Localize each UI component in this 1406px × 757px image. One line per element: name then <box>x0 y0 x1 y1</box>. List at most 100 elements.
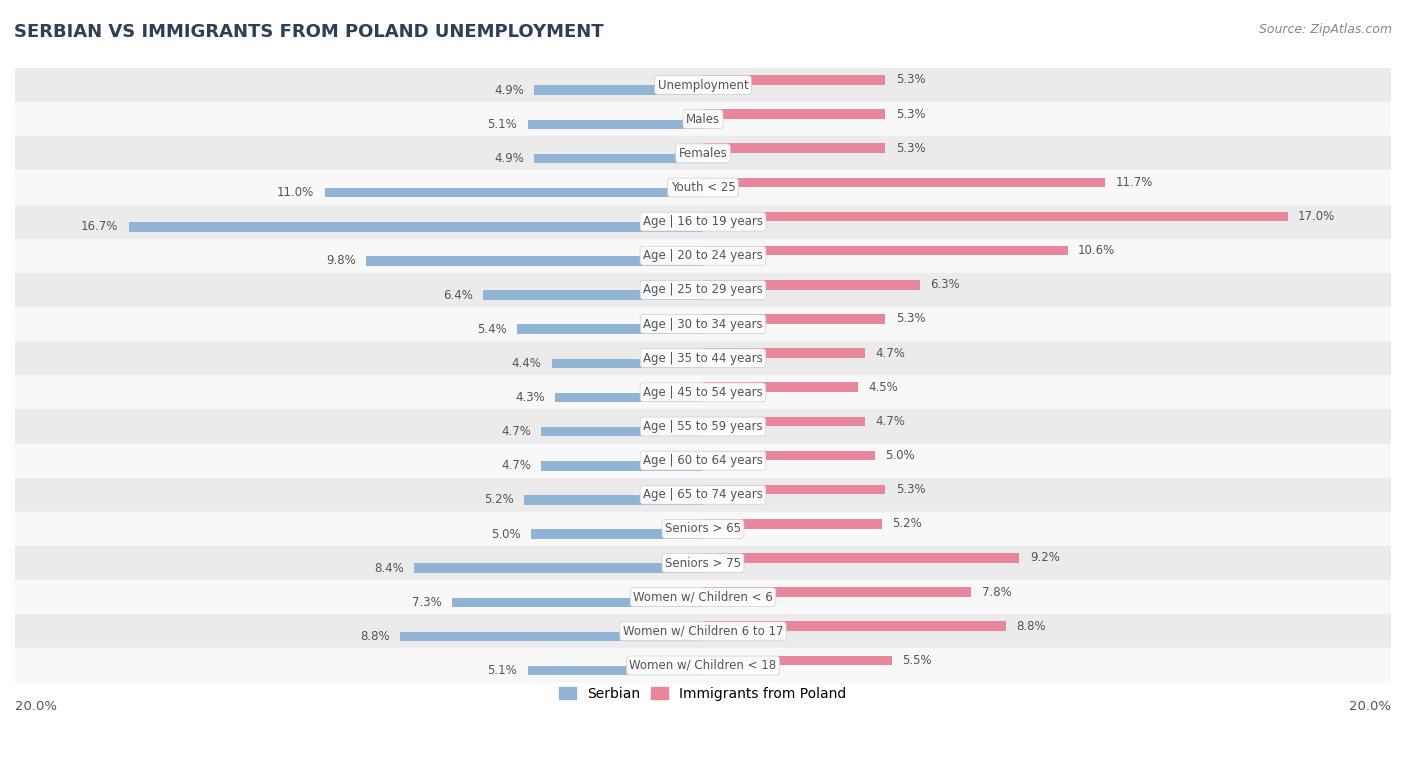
Bar <box>703 621 1005 631</box>
Bar <box>15 478 1391 512</box>
Text: Age | 25 to 29 years: Age | 25 to 29 years <box>643 283 763 297</box>
Text: 8.4%: 8.4% <box>374 562 404 575</box>
Text: Seniors > 75: Seniors > 75 <box>665 556 741 569</box>
Bar <box>15 444 1391 478</box>
Text: Age | 35 to 44 years: Age | 35 to 44 years <box>643 352 763 365</box>
Bar <box>703 109 886 119</box>
Bar <box>128 222 703 232</box>
Text: 7.3%: 7.3% <box>412 596 441 609</box>
Text: 6.4%: 6.4% <box>443 288 472 301</box>
Bar <box>703 314 886 324</box>
Bar <box>703 246 1067 255</box>
Text: Age | 16 to 19 years: Age | 16 to 19 years <box>643 215 763 228</box>
Bar <box>15 307 1391 341</box>
Bar <box>703 553 1019 562</box>
Bar <box>451 597 703 607</box>
Bar <box>15 238 1391 273</box>
Bar <box>15 649 1391 683</box>
Bar <box>15 136 1391 170</box>
Text: 5.1%: 5.1% <box>488 664 517 677</box>
Text: SERBIAN VS IMMIGRANTS FROM POLAND UNEMPLOYMENT: SERBIAN VS IMMIGRANTS FROM POLAND UNEMPL… <box>14 23 603 41</box>
Text: 4.7%: 4.7% <box>501 425 531 438</box>
Bar <box>15 102 1391 136</box>
Bar <box>534 86 703 95</box>
Text: 5.4%: 5.4% <box>477 322 508 335</box>
Bar <box>15 341 1391 375</box>
Text: Age | 30 to 34 years: Age | 30 to 34 years <box>643 317 763 331</box>
Bar <box>325 188 703 198</box>
Text: 5.3%: 5.3% <box>896 313 925 326</box>
Text: 4.4%: 4.4% <box>512 357 541 370</box>
Text: Youth < 25: Youth < 25 <box>671 181 735 194</box>
Text: 8.8%: 8.8% <box>1017 620 1046 633</box>
Text: 11.7%: 11.7% <box>1116 176 1153 188</box>
Bar <box>366 256 703 266</box>
Bar <box>541 427 703 436</box>
Text: Source: ZipAtlas.com: Source: ZipAtlas.com <box>1258 23 1392 36</box>
Bar <box>551 359 703 368</box>
Text: 4.9%: 4.9% <box>495 152 524 165</box>
Text: Age | 60 to 64 years: Age | 60 to 64 years <box>643 454 763 467</box>
Text: Unemployment: Unemployment <box>658 79 748 92</box>
Bar <box>15 410 1391 444</box>
Bar <box>527 666 703 675</box>
Text: 4.7%: 4.7% <box>875 415 905 428</box>
Bar <box>15 204 1391 238</box>
Text: 20.0%: 20.0% <box>1348 700 1391 713</box>
Text: Females: Females <box>679 147 727 160</box>
Text: Males: Males <box>686 113 720 126</box>
Text: Age | 20 to 24 years: Age | 20 to 24 years <box>643 249 763 262</box>
Text: Women w/ Children < 18: Women w/ Children < 18 <box>630 659 776 672</box>
Text: 4.9%: 4.9% <box>495 84 524 97</box>
Text: 8.8%: 8.8% <box>360 630 389 643</box>
Bar <box>703 143 886 153</box>
Text: 9.8%: 9.8% <box>326 254 356 267</box>
Bar <box>703 75 886 85</box>
Text: Women w/ Children < 6: Women w/ Children < 6 <box>633 590 773 603</box>
Text: 5.0%: 5.0% <box>886 449 915 462</box>
Bar <box>15 68 1391 102</box>
Bar <box>703 519 882 528</box>
Text: 9.2%: 9.2% <box>1029 551 1060 565</box>
Text: 17.0%: 17.0% <box>1298 210 1336 223</box>
Text: 5.3%: 5.3% <box>896 142 925 154</box>
Bar <box>15 580 1391 614</box>
Bar <box>703 485 886 494</box>
Bar <box>703 450 875 460</box>
Text: Age | 65 to 74 years: Age | 65 to 74 years <box>643 488 763 501</box>
Bar <box>413 563 703 573</box>
Text: Seniors > 65: Seniors > 65 <box>665 522 741 535</box>
Text: 20.0%: 20.0% <box>15 700 58 713</box>
Text: 4.3%: 4.3% <box>515 391 544 404</box>
Text: 4.5%: 4.5% <box>868 381 898 394</box>
Text: 6.3%: 6.3% <box>929 279 960 291</box>
Bar <box>15 273 1391 307</box>
Bar <box>703 348 865 358</box>
Bar <box>534 154 703 164</box>
Text: 5.2%: 5.2% <box>484 494 513 506</box>
Bar <box>15 614 1391 649</box>
Text: 5.1%: 5.1% <box>488 118 517 131</box>
Text: 11.0%: 11.0% <box>277 186 315 199</box>
Text: 5.3%: 5.3% <box>896 483 925 496</box>
Text: 5.5%: 5.5% <box>903 654 932 667</box>
Bar <box>482 290 703 300</box>
Bar <box>15 375 1391 410</box>
Bar <box>524 495 703 505</box>
Bar <box>401 631 703 641</box>
Text: 5.3%: 5.3% <box>896 73 925 86</box>
Legend: Serbian, Immigrants from Poland: Serbian, Immigrants from Poland <box>554 681 852 706</box>
Bar <box>703 656 893 665</box>
Bar <box>703 382 858 392</box>
Bar <box>541 461 703 471</box>
Text: 10.6%: 10.6% <box>1078 245 1115 257</box>
Bar <box>703 212 1288 221</box>
Text: 5.0%: 5.0% <box>491 528 520 540</box>
Bar <box>531 529 703 539</box>
Bar <box>15 546 1391 580</box>
Text: 4.7%: 4.7% <box>875 347 905 360</box>
Bar <box>703 280 920 290</box>
Text: 5.3%: 5.3% <box>896 107 925 120</box>
Text: 5.2%: 5.2% <box>893 517 922 531</box>
Text: 4.7%: 4.7% <box>501 459 531 472</box>
